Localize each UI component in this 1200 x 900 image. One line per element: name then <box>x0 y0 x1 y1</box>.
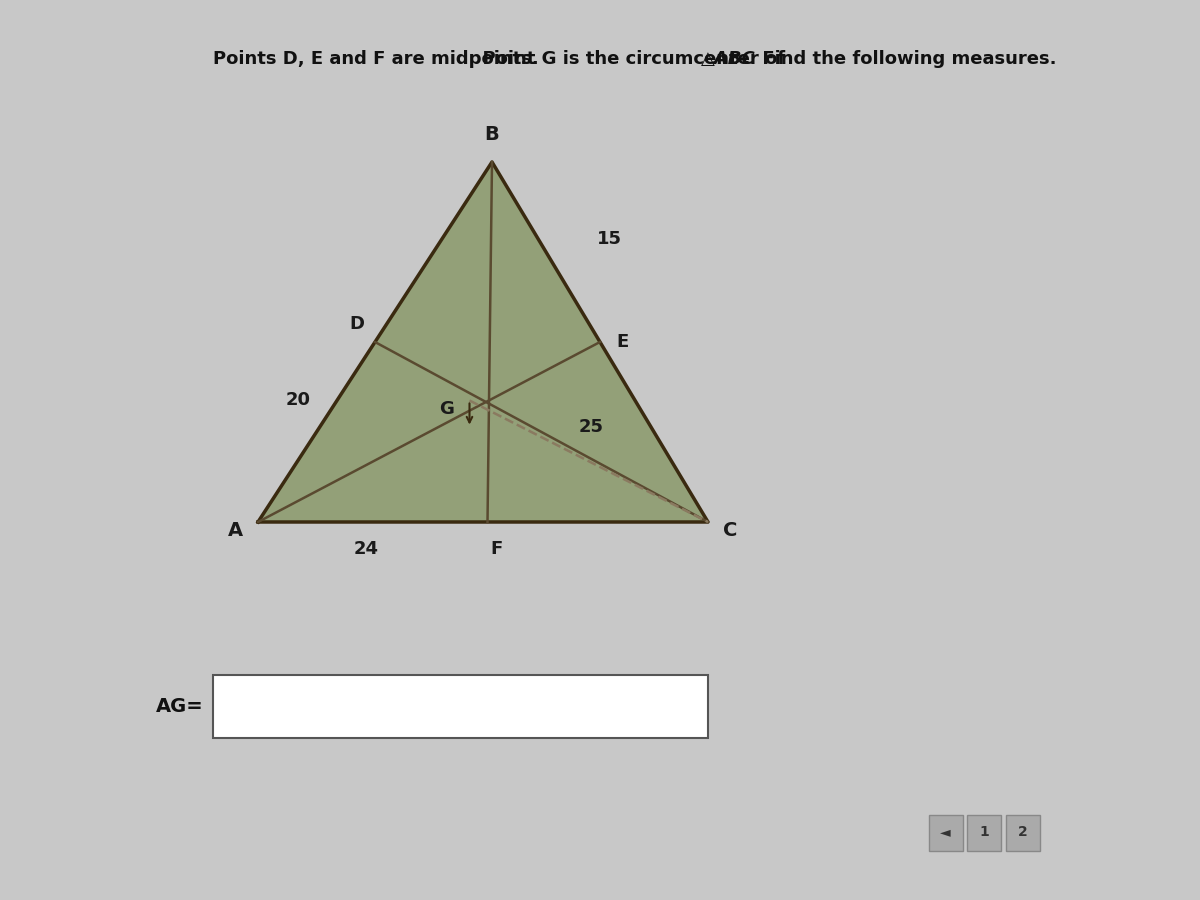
Text: F: F <box>491 540 503 558</box>
FancyBboxPatch shape <box>967 814 1002 850</box>
FancyBboxPatch shape <box>214 675 708 738</box>
Text: .  Find the following measures.: . Find the following measures. <box>743 50 1056 68</box>
Text: 2: 2 <box>1018 825 1028 840</box>
Text: A: A <box>228 521 244 541</box>
Text: △ABC: △ABC <box>701 50 756 68</box>
Polygon shape <box>258 162 708 522</box>
Text: 25: 25 <box>578 418 604 436</box>
Text: ◄: ◄ <box>941 825 950 840</box>
Text: 20: 20 <box>286 392 311 410</box>
Text: E: E <box>617 333 629 351</box>
Text: 15: 15 <box>596 230 622 248</box>
Text: 24: 24 <box>354 540 378 558</box>
Text: B: B <box>485 125 499 145</box>
FancyBboxPatch shape <box>1006 814 1040 850</box>
Text: C: C <box>724 521 738 541</box>
Text: 1: 1 <box>979 825 989 840</box>
Text: D: D <box>349 315 365 333</box>
FancyBboxPatch shape <box>929 814 962 850</box>
Text: Points D, E and F are midpoints.: Points D, E and F are midpoints. <box>214 50 539 68</box>
Text: Point G is the circumcenter of: Point G is the circumcenter of <box>469 50 791 68</box>
Text: AG=: AG= <box>156 697 204 716</box>
Text: G: G <box>439 400 455 418</box>
